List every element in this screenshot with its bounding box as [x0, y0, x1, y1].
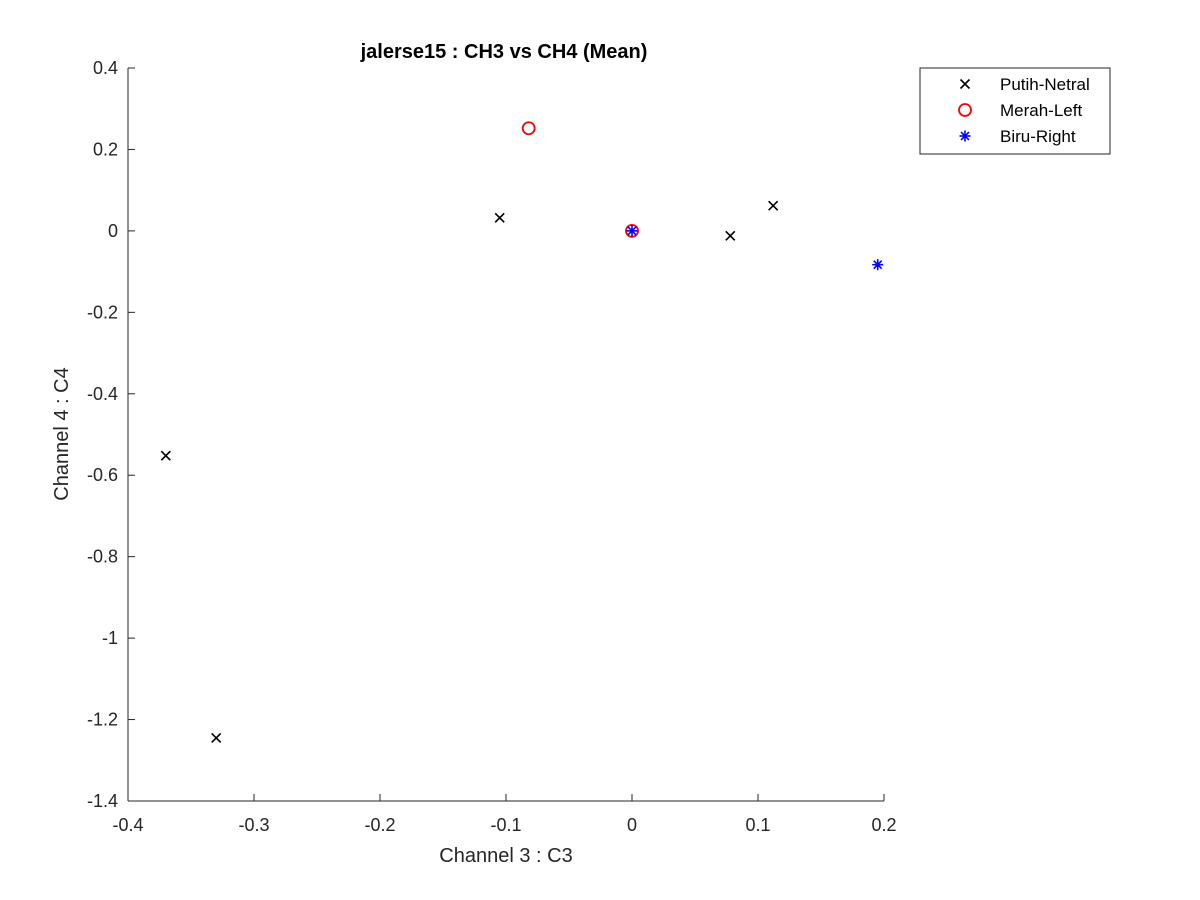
legend-marker	[959, 130, 971, 142]
axis-ticks: -0.4 -0.3 -0.2 -0.1 0 0.1 0.2 -1.4 -1.2 -1 -0.8 -0.…	[87, 58, 897, 835]
y-tick-label: -1	[102, 628, 118, 648]
series-putih-netral	[160, 200, 779, 743]
data-point	[725, 230, 736, 241]
y-tick-label: -0.2	[87, 302, 118, 322]
data-point	[872, 259, 884, 271]
y-tick-label: -0.6	[87, 465, 118, 485]
marker-stroke	[160, 450, 171, 461]
data-point	[494, 212, 505, 223]
legend-item: Biru-Right	[959, 127, 1076, 146]
x-axis-label: Channel 3 : C3	[439, 845, 572, 867]
y-axis-label: Channel 4 : C4	[51, 367, 73, 500]
marker-stroke	[494, 212, 505, 223]
x-tick-label: -0.2	[364, 815, 395, 835]
axes	[127, 68, 884, 802]
legend: Putih-Netral Merah-Left Biru-Right	[919, 67, 1111, 155]
x-tick-label: 0	[627, 815, 637, 835]
y-tick-label: 0	[108, 221, 118, 241]
legend-item: Putih-Netral	[959, 75, 1090, 94]
y-tick-label: -1.2	[87, 710, 118, 730]
y-tick-label: -0.8	[87, 547, 118, 567]
marker-stroke	[959, 78, 971, 90]
legend-item: Merah-Left	[958, 101, 1082, 120]
x-tick-label: -0.4	[112, 815, 143, 835]
legend-marker	[959, 78, 971, 90]
chart-title: jalerse15 : CH3 vs CH4 (Mean)	[360, 41, 648, 63]
y-tick-label: -0.4	[87, 384, 118, 404]
x-tick-label: -0.1	[490, 815, 521, 835]
legend-label: Putih-Netral	[1000, 75, 1090, 94]
marker-stroke	[873, 260, 883, 270]
data-point	[768, 200, 779, 211]
marker-stroke	[768, 200, 779, 211]
y-tick-label: 0.4	[93, 58, 118, 78]
data-point	[160, 450, 171, 461]
marker-ring	[958, 103, 972, 117]
y-tick-label: 0.2	[93, 139, 118, 159]
legend-label: Biru-Right	[1000, 127, 1076, 146]
marker-stroke	[960, 131, 970, 141]
legend-label: Merah-Left	[1000, 101, 1082, 120]
data-point	[211, 732, 222, 743]
x-tick-label: 0.1	[745, 815, 770, 835]
y-tick-label: -1.4	[87, 791, 118, 811]
x-tick-label: 0.2	[871, 815, 896, 835]
marker-stroke	[211, 732, 222, 743]
legend-box	[919, 67, 1111, 155]
data-point	[626, 225, 638, 237]
data-points	[160, 121, 884, 743]
marker-stroke	[725, 230, 736, 241]
legend-marker	[958, 103, 972, 117]
series-merah-left	[521, 121, 639, 238]
data-point	[625, 223, 639, 238]
data-point	[521, 121, 536, 136]
series-biru-right	[626, 225, 884, 271]
marker-ring	[625, 223, 639, 238]
marker-stroke	[627, 226, 637, 236]
marker-ring	[521, 121, 536, 136]
x-tick-label: -0.3	[238, 815, 269, 835]
